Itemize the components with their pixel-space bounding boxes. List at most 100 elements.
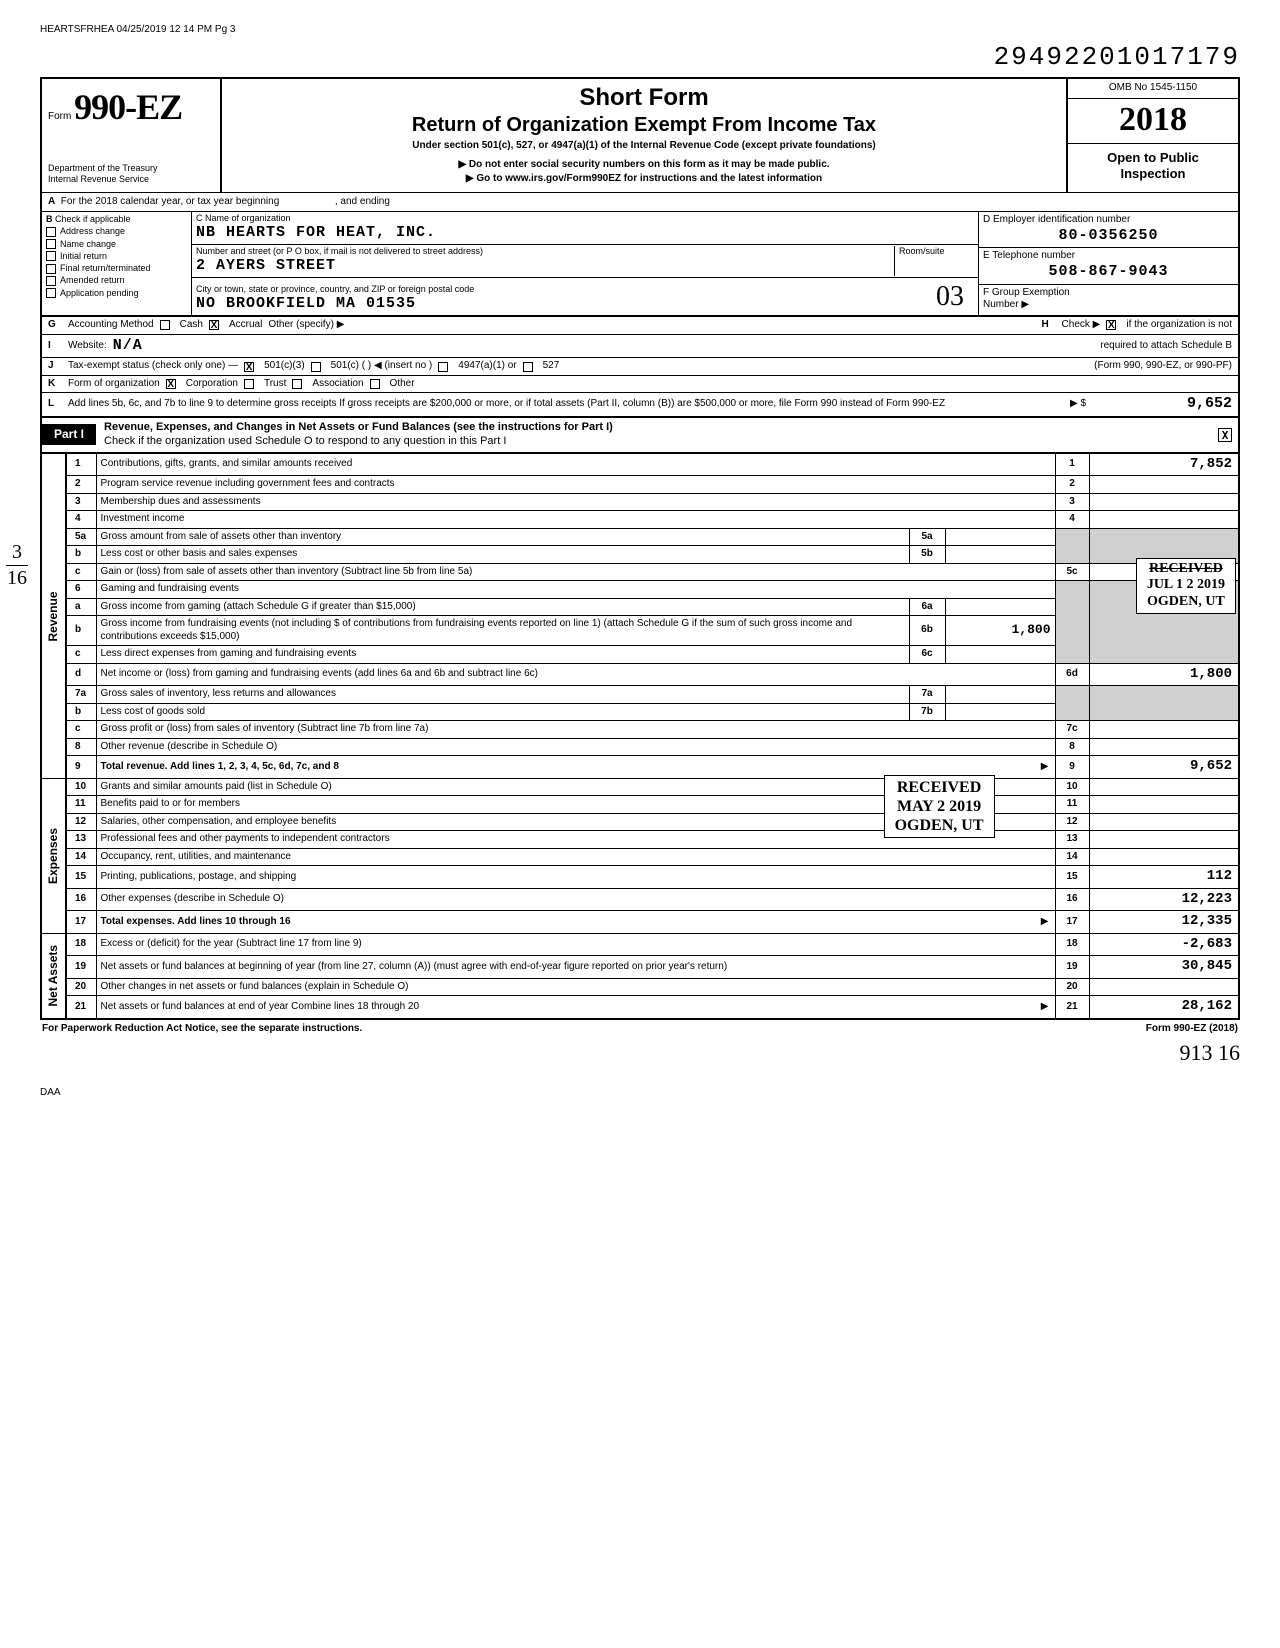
r20-c: 20 <box>1055 978 1089 996</box>
r19-d: Net assets or fund balances at beginning… <box>96 956 1055 979</box>
f-label: F Group Exemption <box>983 287 1070 298</box>
dln: 29492201017179 <box>40 41 1240 74</box>
chk-h[interactable]: X <box>1106 320 1116 330</box>
part1-title: Revenue, Expenses, and Changes in Net As… <box>104 421 613 433</box>
form-right-box: OMB No 1545-1150 2018 Open to Public Ins… <box>1068 79 1238 192</box>
r16-n: 16 <box>66 888 96 911</box>
chk-accrual[interactable]: X <box>209 320 219 330</box>
chk-cash[interactable] <box>160 320 170 330</box>
f-sub: Number ▶ <box>983 299 1029 310</box>
chk-501c[interactable] <box>311 362 321 372</box>
r5a-d: Gross amount from sale of assets other t… <box>96 528 909 546</box>
lbl-4947: 4947(a)(1) or <box>458 360 516 373</box>
r6c-ma <box>945 646 1055 664</box>
r8-n: 8 <box>66 738 96 756</box>
row-g-i: G Accounting Method Cash XAccrual Other … <box>42 317 1238 335</box>
open-public-1: Open to Public <box>1068 150 1238 166</box>
j-letter: J <box>48 360 62 373</box>
r17-c: 17 <box>1055 911 1089 934</box>
r12-a <box>1089 813 1239 831</box>
chk-address[interactable] <box>46 227 56 237</box>
r17-d: Total expenses. Add lines 10 through 16 <box>101 916 291 927</box>
r7a-mb: 7a <box>909 686 945 704</box>
r6-d: Gaming and fundraising events <box>96 581 1055 599</box>
i-letter: I <box>48 340 62 353</box>
chk-final[interactable] <box>46 264 56 274</box>
stamp2-l3: OGDEN, UT <box>895 816 984 835</box>
chk-name[interactable] <box>46 239 56 249</box>
b-letter: B <box>46 214 53 224</box>
r5a-mb: 5a <box>909 528 945 546</box>
r18-n: 18 <box>66 933 96 956</box>
part1-tag: Part I <box>42 424 96 445</box>
lbl-trust: Trust <box>264 378 286 391</box>
lbl-amended: Amended return <box>60 275 125 286</box>
part1-checkbox[interactable]: X <box>1218 428 1232 442</box>
chk-501c3[interactable]: X <box>244 362 254 372</box>
r20-n: 20 <box>66 978 96 996</box>
r15-d: Printing, publications, postage, and shi… <box>96 866 1055 889</box>
chk-pending[interactable] <box>46 288 56 298</box>
r7a-ma <box>945 686 1055 704</box>
line-a-letter: A <box>48 196 55 207</box>
l-amount: 9,652 <box>1102 395 1232 414</box>
r16-a: 12,223 <box>1089 888 1239 911</box>
r15-n: 15 <box>66 866 96 889</box>
r12-c: 12 <box>1055 813 1089 831</box>
chk-trust[interactable] <box>244 379 254 389</box>
r2-n: 2 <box>66 476 96 494</box>
l-text: Add lines 5b, 6c, and 7b to line 9 to de… <box>68 398 1064 411</box>
city-label: City or town, state or province, country… <box>196 284 474 294</box>
r6d-a: 1,800 <box>1089 663 1239 686</box>
r13-a <box>1089 831 1239 849</box>
i-label: Website: <box>68 340 107 353</box>
r5a-ma <box>945 528 1055 546</box>
r14-a <box>1089 848 1239 866</box>
shade-7 <box>1055 686 1089 721</box>
r1-c: 1 <box>1055 454 1089 476</box>
chk-initial[interactable] <box>46 251 56 261</box>
r7a-d: Gross sales of inventory, less returns a… <box>96 686 909 704</box>
r12-n: 12 <box>66 813 96 831</box>
page-header: HEARTSFRHEA 04/25/2019 12 14 PM Pg 3 <box>40 24 1240 37</box>
open-public-2: Inspection <box>1068 166 1238 182</box>
room-label: Room/suite <box>894 246 974 276</box>
chk-corp[interactable]: X <box>166 379 176 389</box>
g-label: Accounting Method <box>68 319 154 332</box>
identity-block: B Check if applicable Address change Nam… <box>40 212 1240 317</box>
h-text1: Check ▶ <box>1062 319 1101 332</box>
stamp1-l1: RECEIVED <box>1147 561 1225 578</box>
chk-527[interactable] <box>523 362 533 372</box>
form-header: Form 990-EZ Department of the Treasury I… <box>40 77 1240 192</box>
r6d-n: d <box>66 663 96 686</box>
r21-arrow: ▶ <box>1041 1001 1049 1014</box>
r6b-d: Gross income from fundraising events (no… <box>96 616 909 646</box>
r7b-mb: 7b <box>909 703 945 721</box>
chk-4947[interactable] <box>438 362 448 372</box>
c-label: C Name of organization <box>196 213 291 223</box>
ein: 80-0356250 <box>983 227 1234 246</box>
r19-c: 19 <box>1055 956 1089 979</box>
margin-frac-bot: 16 <box>6 566 28 591</box>
r7b-ma <box>945 703 1055 721</box>
lbl-initial: Initial return <box>60 251 107 262</box>
lbl-501c: 501(c) ( ) ◀ (insert no ) <box>331 360 433 373</box>
r5c-a: RECEIVED JUL 1 2 2019 OGDEN, UT <box>1089 563 1239 581</box>
h-letter: H <box>1042 319 1056 332</box>
part1-sub: Check if the organization used Schedule … <box>104 435 506 447</box>
dept-line-1: Department of the Treasury <box>48 163 214 174</box>
r3-c: 3 <box>1055 493 1089 511</box>
street-label: Number and street (or P O box, if mail i… <box>196 246 483 256</box>
header-stamp: HEARTSFRHEA 04/25/2019 12 14 PM Pg 3 <box>40 24 235 37</box>
chk-amended[interactable] <box>46 276 56 286</box>
r9-c: 9 <box>1055 756 1089 779</box>
h-text4: (Form 990, 990-EZ, or 990-PF) <box>1094 360 1232 373</box>
chk-other-org[interactable] <box>370 379 380 389</box>
chk-assoc[interactable] <box>292 379 302 389</box>
row-k: K Form of organization XCorporation Trus… <box>42 376 1238 394</box>
r6a-mb: 6a <box>909 598 945 616</box>
phone: 508-867-9043 <box>983 263 1234 282</box>
r10-n: 10 <box>66 778 96 796</box>
lbl-cash: Cash <box>180 319 203 332</box>
b-label: Check if applicable <box>55 214 131 224</box>
